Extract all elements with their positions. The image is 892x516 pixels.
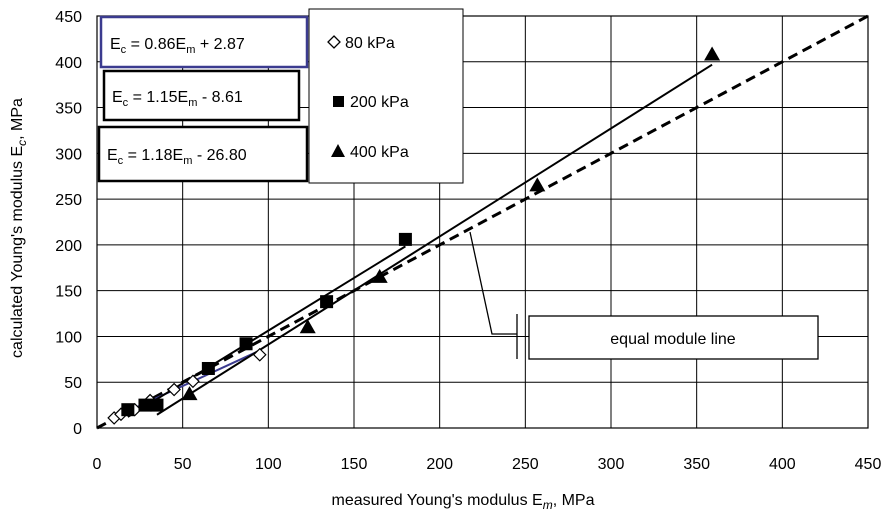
- x-tick-label: 300: [598, 456, 625, 473]
- y-tick-label: 0: [73, 421, 82, 438]
- legend-label-400kpa: 400 kPa: [350, 144, 409, 161]
- equal-line-label: equal module line: [610, 331, 736, 348]
- plot-frame: [96, 15, 869, 429]
- equal-line-callout: equal module line: [469, 231, 819, 360]
- legend-label-80kpa: 80 kPa: [345, 35, 395, 52]
- y-tick-label: 100: [55, 329, 82, 346]
- y-tick-label: 300: [55, 146, 82, 163]
- legend-item-400kpa: 400 kPa: [331, 144, 409, 161]
- legend-item-80kpa: 80 kPa: [327, 35, 395, 52]
- equation-box-1: Ec = 0.86Em + 2.87: [99, 15, 309, 69]
- y-axis-title: calculated Young's modulus Ec, MPa: [9, 98, 29, 358]
- y-tick-label: 250: [55, 192, 82, 209]
- x-tick-label: 350: [683, 456, 710, 473]
- point-200kpa: [121, 403, 135, 417]
- point-400kpa: [299, 319, 316, 334]
- y-tick-label: 150: [55, 284, 82, 301]
- y-tick-label: 450: [55, 9, 82, 26]
- x-axis-title: measured Young's modulus Em, MPa: [332, 492, 595, 512]
- point-400kpa: [145, 397, 162, 412]
- y-tick-label: 350: [55, 101, 82, 118]
- y-tick-label: 200: [55, 238, 82, 255]
- x-tick-label: 400: [769, 456, 796, 473]
- filled-square-icon: [333, 96, 344, 107]
- point-400kpa: [704, 46, 721, 61]
- equation-label-2: Ec = 1.15Em - 8.61: [112, 89, 243, 109]
- x-tick-label: 150: [341, 456, 368, 473]
- y-tick-labels: 0 50 100 150 200 250 300 350 400 450: [55, 9, 82, 438]
- point-400kpa: [371, 268, 388, 283]
- x-tick-label: 0: [93, 456, 102, 473]
- legend-label-200kpa: 200 kPa: [350, 94, 409, 111]
- x-tick-label: 200: [426, 456, 453, 473]
- data-points: [107, 46, 721, 425]
- y-tick-label: 50: [64, 375, 82, 392]
- y-tick-label: 400: [55, 55, 82, 72]
- point-200kpa: [398, 232, 412, 246]
- point-400kpa: [181, 386, 198, 401]
- point-80kpa: [252, 347, 267, 362]
- equation-box-3: Ec = 1.18Em - 26.80: [97, 125, 309, 183]
- equation-box-2: Ec = 1.15Em - 8.61: [102, 69, 301, 122]
- fit-line-3: [156, 63, 713, 416]
- fit-line-1: [113, 349, 261, 419]
- point-200kpa: [201, 361, 215, 375]
- legend-item-200kpa: 200 kPa: [333, 94, 409, 111]
- equation-label-1: Ec = 0.86Em + 2.87: [110, 36, 245, 56]
- filled-triangle-icon: [331, 144, 345, 157]
- open-diamond-icon: [327, 35, 341, 49]
- x-tick-label: 100: [255, 456, 282, 473]
- x-tick-label: 250: [512, 456, 539, 473]
- x-tick-label: 50: [174, 456, 192, 473]
- point-400kpa: [529, 177, 546, 192]
- point-80kpa: [186, 374, 200, 389]
- x-tick-label: 450: [855, 456, 882, 473]
- x-tick-labels: 0 50 100 150 200 250 300 350 400 450: [93, 456, 882, 473]
- legend: 80 kPa 200 kPa 400 kPa: [308, 8, 464, 184]
- equal-module-line: [96, 14, 869, 430]
- point-80kpa: [167, 382, 181, 397]
- equation-label-3: Ec = 1.18Em - 26.80: [107, 147, 247, 167]
- equal-line-group: [96, 14, 869, 430]
- point-200kpa: [320, 295, 334, 309]
- point-200kpa: [239, 337, 253, 351]
